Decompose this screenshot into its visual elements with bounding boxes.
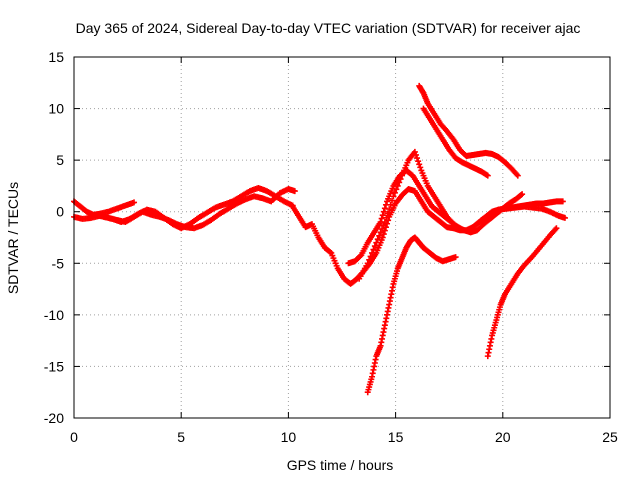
- data-point: [416, 161, 423, 168]
- data-point: [371, 243, 378, 250]
- data-point: [380, 231, 387, 238]
- data-point: [291, 188, 298, 195]
- y-axis-label: SDTVAR / TECUs: [5, 182, 21, 294]
- data-point: [484, 172, 491, 179]
- data-point: [379, 234, 386, 241]
- grid-lines: [74, 57, 610, 418]
- x-tick-label: 25: [602, 429, 618, 445]
- data-point: [559, 198, 566, 205]
- data-point: [383, 214, 390, 221]
- data-point: [386, 206, 393, 213]
- data-point: [364, 260, 371, 267]
- data-series: [364, 234, 459, 396]
- data-series: [484, 225, 560, 360]
- data-point: [380, 222, 387, 229]
- y-tick-label: -5: [52, 255, 65, 271]
- plot-frame: [73, 56, 611, 419]
- data-point: [415, 158, 422, 165]
- data-point: [379, 225, 386, 232]
- y-tick-label: 15: [48, 49, 64, 65]
- x-tick-label: 0: [70, 429, 78, 445]
- data-point: [381, 205, 388, 212]
- data-point: [414, 155, 421, 162]
- data-point: [518, 192, 525, 199]
- data-point: [373, 239, 380, 246]
- data-point: [452, 254, 459, 261]
- data-point: [390, 193, 397, 200]
- data-point: [374, 236, 381, 243]
- data-point: [553, 225, 560, 232]
- y-tick-label: -10: [44, 307, 64, 323]
- data-point: [380, 208, 387, 215]
- data-point: [327, 249, 334, 256]
- data-point: [417, 164, 424, 171]
- x-tick-label: 15: [388, 429, 404, 445]
- data-point: [131, 199, 138, 206]
- data-series: [356, 148, 463, 282]
- data-point: [456, 225, 463, 232]
- data-point: [412, 151, 419, 158]
- data-series: [416, 82, 521, 179]
- data-point: [391, 189, 398, 196]
- y-tick-label: -20: [44, 410, 64, 426]
- data-marks: [71, 82, 568, 396]
- data-point: [357, 253, 364, 260]
- chart-title: Day 365 of 2024, Sidereal Day-to-day VTE…: [76, 20, 581, 36]
- data-point: [369, 249, 376, 256]
- data-point: [384, 210, 391, 217]
- data-point: [394, 182, 401, 189]
- data-point: [561, 214, 568, 221]
- axis-ticks: 0 5 10 15 20 25 -20 -15 -10 -5 0 5 10 15: [44, 49, 618, 445]
- data-point: [389, 197, 396, 204]
- data-point: [378, 215, 385, 222]
- y-tick-label: -15: [44, 358, 64, 374]
- data-point: [370, 246, 377, 253]
- y-tick-label: 5: [56, 152, 64, 168]
- data-point: [514, 172, 521, 179]
- x-tick-label: 10: [281, 429, 297, 445]
- data-point: [366, 256, 373, 263]
- data-point: [397, 176, 404, 183]
- y-tick-label: 0: [56, 204, 64, 220]
- data-point: [519, 191, 526, 198]
- data-series: [420, 105, 491, 179]
- x-axis-label: GPS time / hours: [287, 457, 394, 473]
- data-point: [377, 229, 384, 236]
- data-series: [92, 184, 296, 232]
- data-point: [367, 253, 374, 260]
- y-tick-label: 10: [48, 101, 64, 117]
- data-point: [396, 179, 403, 186]
- data-point: [393, 186, 400, 193]
- data-point: [381, 219, 388, 226]
- x-tick-label: 20: [495, 429, 511, 445]
- data-series: [71, 198, 138, 218]
- data-point: [411, 148, 418, 155]
- data-point: [376, 232, 383, 239]
- data-point: [387, 201, 394, 208]
- data-point: [379, 212, 386, 219]
- x-tick-label: 5: [177, 429, 185, 445]
- data-series: [478, 203, 568, 223]
